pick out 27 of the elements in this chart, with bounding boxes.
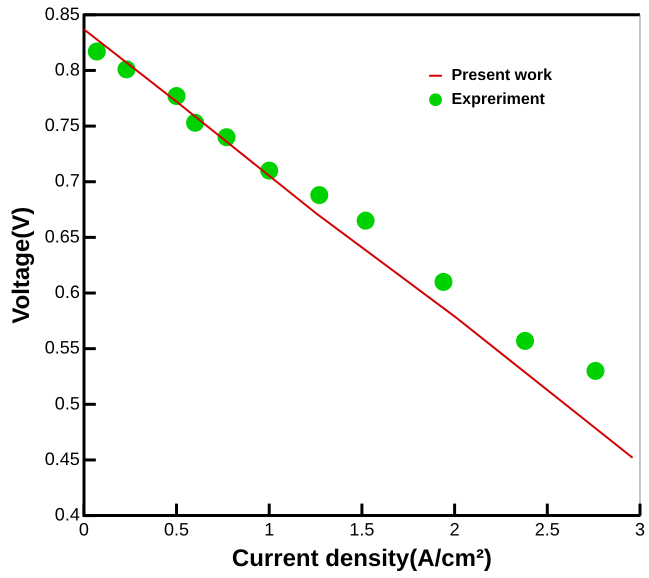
y-tick-label: 0.85 — [44, 4, 80, 24]
point — [586, 362, 604, 380]
point — [516, 332, 534, 350]
x-tick-label: 2 — [450, 519, 460, 540]
y-tick-label: 0.5 — [54, 393, 80, 414]
y-tick-label: 0.8 — [54, 59, 80, 80]
x-tick-label: 1.5 — [349, 519, 374, 540]
y-tick-label: 0.4 — [54, 504, 80, 525]
y-tick-label: 0.45 — [44, 448, 80, 469]
x-tick-label: 2.5 — [534, 519, 560, 540]
point — [356, 212, 375, 230]
legend-label: Expreriment — [452, 91, 546, 108]
y-tick-label: 0.55 — [44, 338, 80, 358]
y-tick-label: 0.7 — [54, 170, 80, 191]
x-tick-label: 0.5 — [164, 519, 190, 540]
x-tick-label: 0 — [78, 519, 89, 540]
x-tick-label: 1 — [264, 519, 274, 540]
y-tick-label: 0.75 — [44, 115, 80, 136]
x-tick-label: 3 — [634, 519, 645, 540]
y-tick-label: 0.65 — [44, 226, 80, 246]
point — [88, 42, 106, 61]
y-tick-label: 0.6 — [54, 282, 80, 302]
x-axis-title: Current density(A/cm²) — [232, 545, 492, 572]
y-axis-title: Voltage(V) — [8, 206, 36, 324]
point — [434, 272, 452, 291]
point — [310, 186, 328, 204]
legend-label: Present work — [452, 67, 552, 84]
